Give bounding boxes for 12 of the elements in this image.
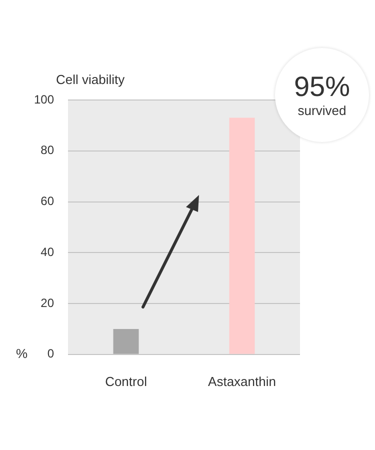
annotation: survived bbox=[298, 102, 346, 119]
y-tick-label: 80 bbox=[40, 143, 54, 158]
y-tick-label: 40 bbox=[40, 244, 54, 259]
x-tick-label: Control bbox=[105, 374, 148, 389]
y-axis-title: % bbox=[16, 346, 28, 361]
x-tick-label: Astaxanthin bbox=[208, 374, 276, 389]
y-tick-label: 20 bbox=[40, 296, 54, 310]
chart-title: Cell viability bbox=[56, 72, 126, 87]
y-tick-label: 100 bbox=[34, 92, 54, 106]
y-tick-label: 60 bbox=[40, 194, 54, 208]
annotation: 95% bbox=[294, 71, 350, 104]
y-tick-label: 0 bbox=[47, 346, 54, 361]
